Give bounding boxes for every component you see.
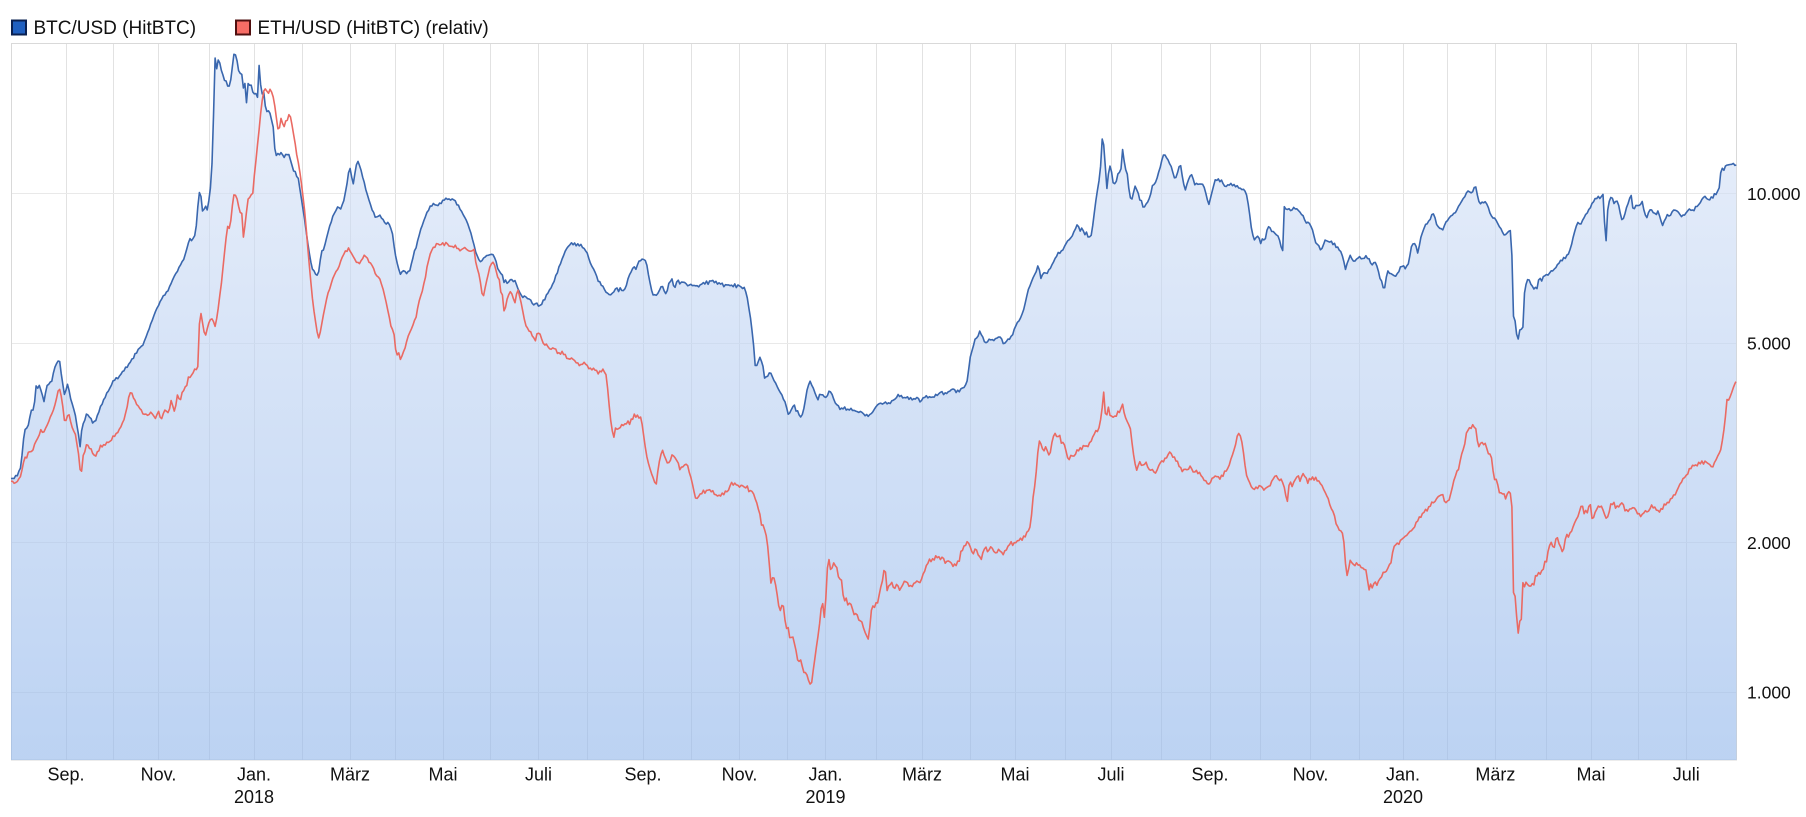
svg-text:Juli: Juli: [525, 765, 552, 785]
svg-text:10.000: 10.000: [1747, 184, 1801, 204]
svg-text:Jan.: Jan.: [1386, 765, 1420, 785]
svg-text:5.000: 5.000: [1747, 333, 1791, 353]
svg-text:März: März: [330, 765, 370, 785]
svg-text:März: März: [902, 765, 942, 785]
svg-text:Nov.: Nov.: [722, 765, 758, 785]
svg-text:Sep.: Sep.: [624, 765, 661, 785]
svg-text:März: März: [1475, 765, 1515, 785]
svg-text:Mai: Mai: [1576, 765, 1605, 785]
svg-text:2018: 2018: [234, 787, 274, 807]
svg-text:ETH/USD (HitBTC) (relativ): ETH/USD (HitBTC) (relativ): [258, 18, 489, 39]
svg-text:1.000: 1.000: [1747, 682, 1791, 702]
svg-text:2.000: 2.000: [1747, 533, 1791, 553]
svg-text:2020: 2020: [1383, 787, 1423, 807]
svg-text:Juli: Juli: [1673, 765, 1700, 785]
svg-text:Nov.: Nov.: [141, 765, 177, 785]
svg-text:2019: 2019: [805, 787, 845, 807]
svg-text:Jan.: Jan.: [808, 765, 842, 785]
svg-text:Mai: Mai: [1000, 765, 1029, 785]
svg-text:Nov.: Nov.: [1293, 765, 1329, 785]
svg-text:Sep.: Sep.: [1191, 765, 1228, 785]
svg-text:Sep.: Sep.: [47, 765, 84, 785]
svg-text:Mai: Mai: [428, 765, 457, 785]
svg-text:Juli: Juli: [1097, 765, 1124, 785]
svg-text:Jan.: Jan.: [237, 765, 271, 785]
svg-text:BTC/USD (HitBTC): BTC/USD (HitBTC): [34, 18, 197, 39]
